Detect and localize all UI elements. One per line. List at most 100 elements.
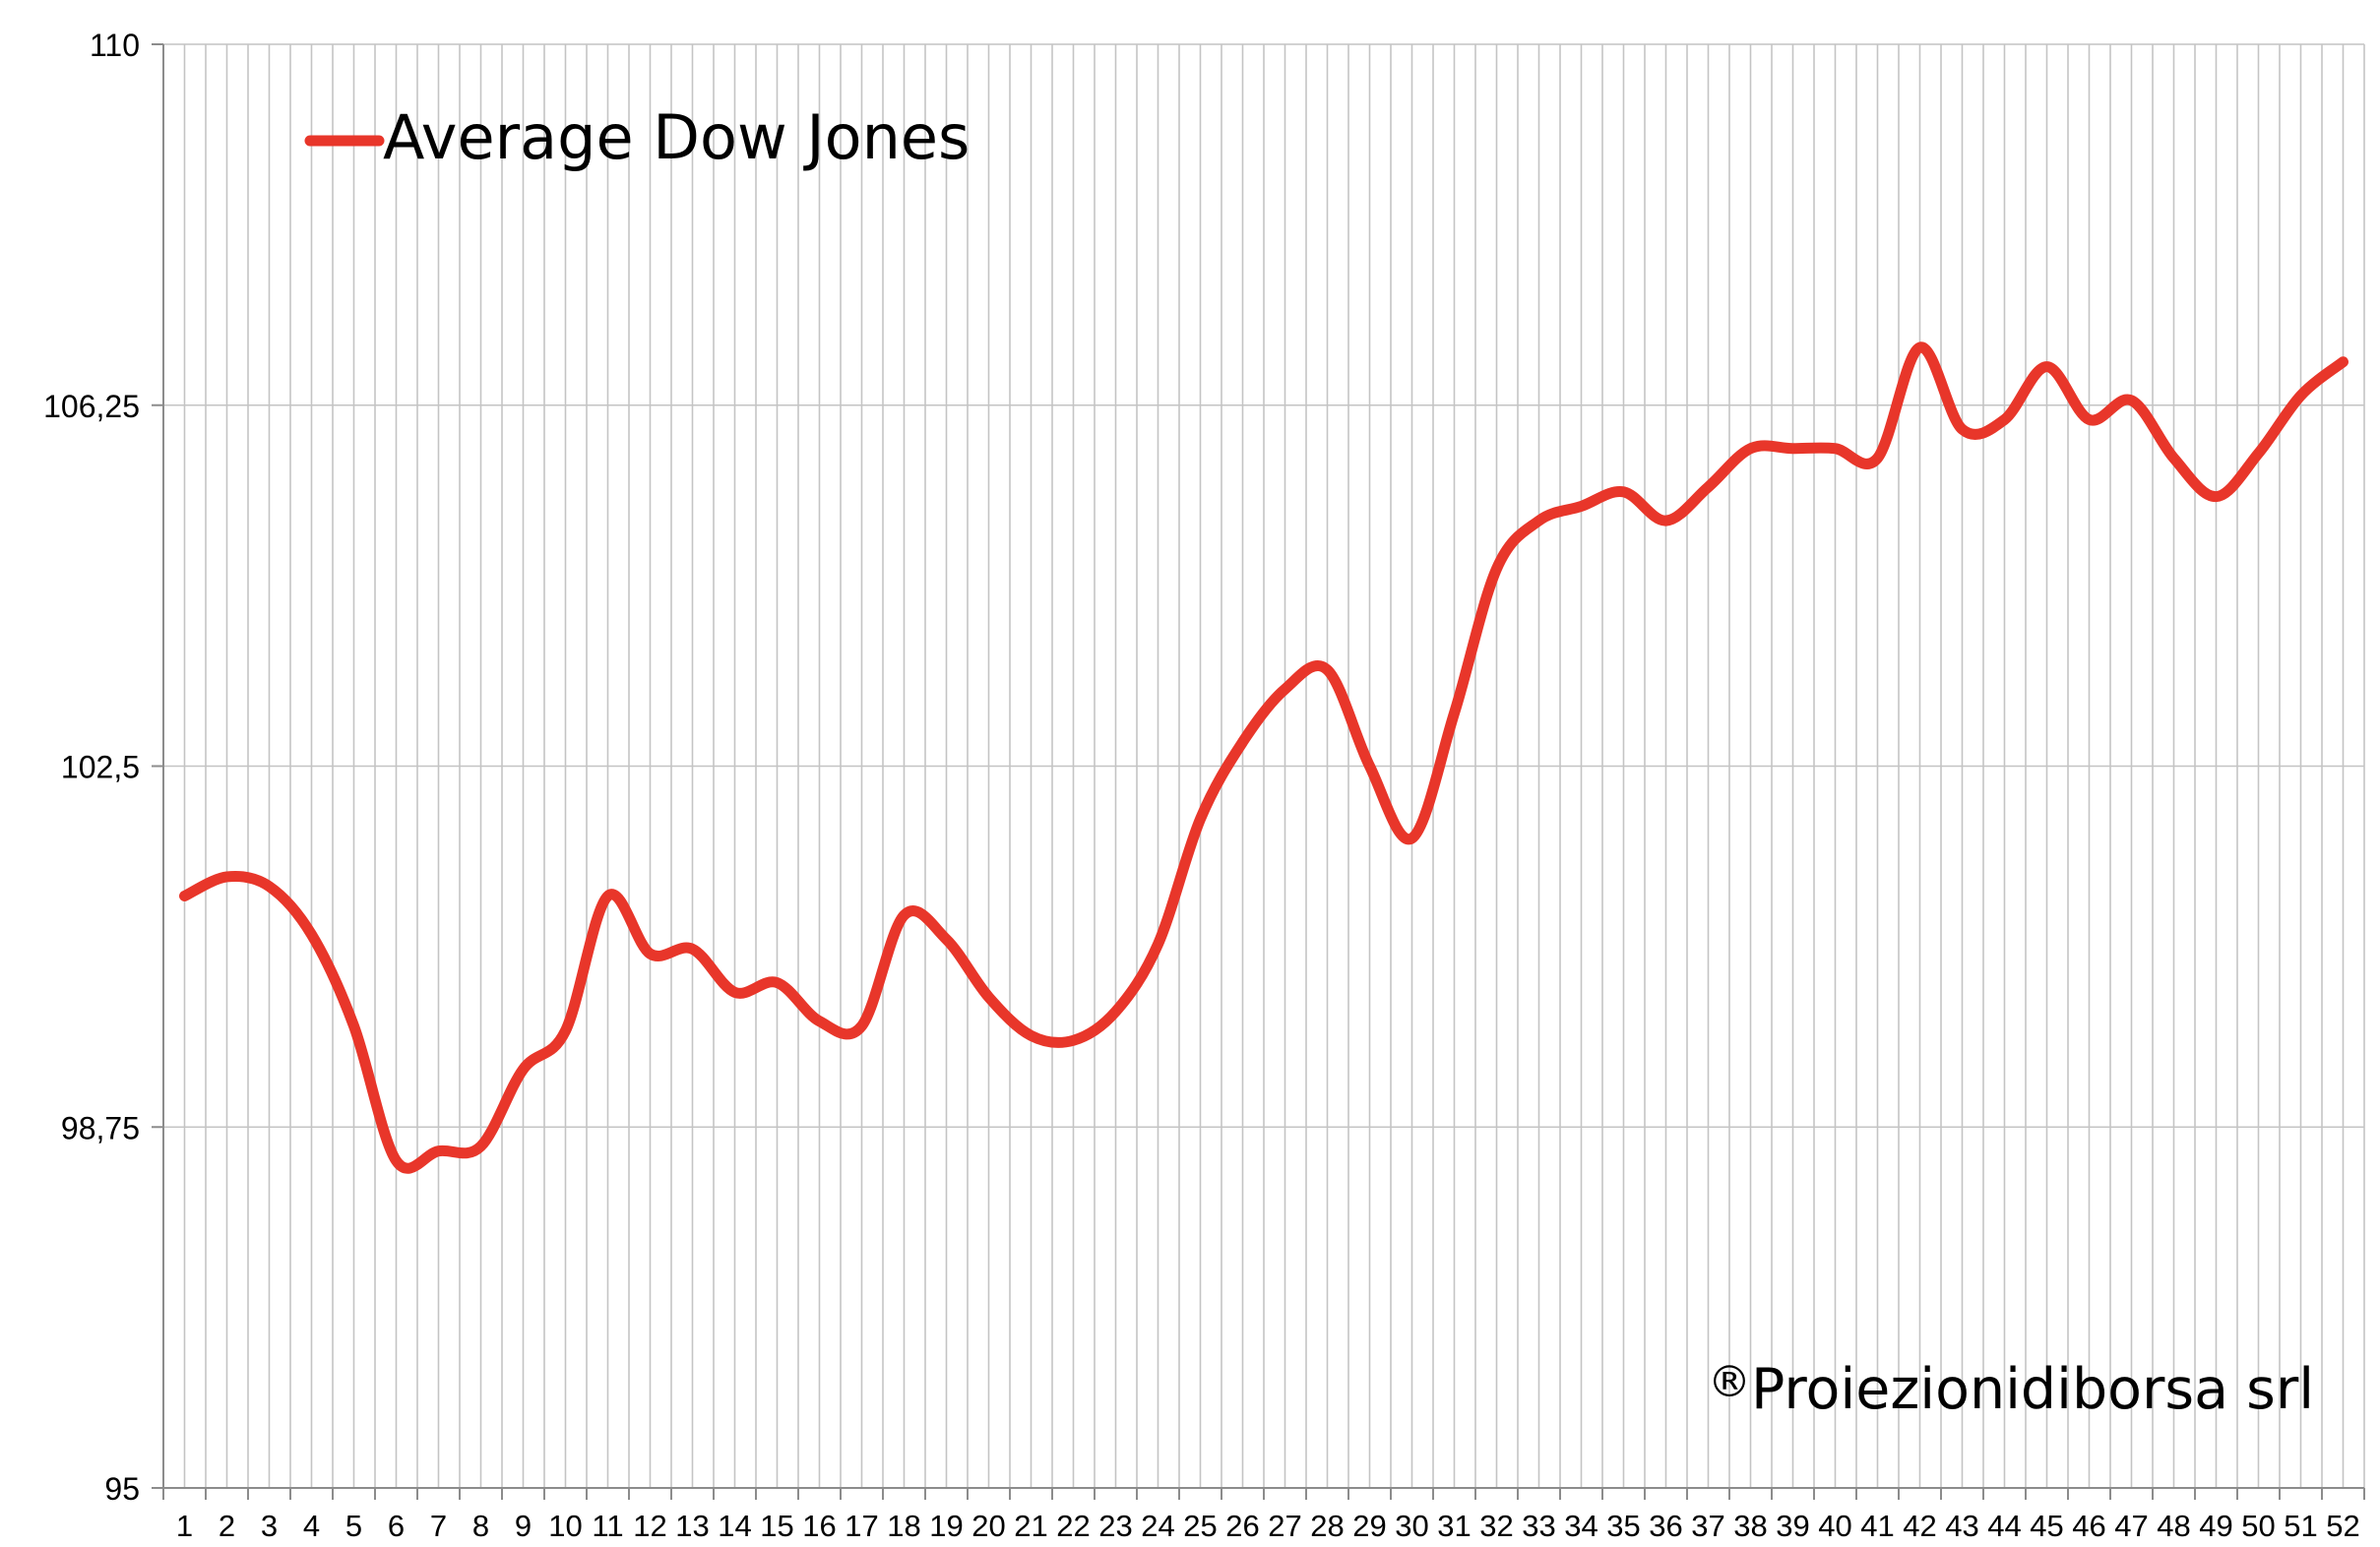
data-point — [2170, 455, 2178, 463]
data-point — [1916, 343, 1924, 351]
x-tick-label: 34 — [1564, 1509, 1597, 1543]
data-point — [1239, 738, 1247, 746]
x-tick-label: 52 — [2326, 1509, 2359, 1543]
data-point — [689, 945, 697, 953]
data-point — [1832, 445, 1840, 453]
x-tick-label: 21 — [1014, 1509, 1047, 1543]
data-point — [2001, 415, 2009, 423]
data-point — [2297, 392, 2305, 400]
data-point — [1366, 763, 1374, 771]
x-tick-label: 30 — [1395, 1509, 1428, 1543]
x-tick-label: 46 — [2072, 1509, 2105, 1543]
data-point — [1409, 835, 1416, 842]
x-tick-label: 45 — [2030, 1509, 2063, 1543]
x-tick-label: 15 — [760, 1509, 793, 1543]
data-point — [816, 1018, 824, 1025]
data-point — [647, 950, 655, 958]
x-tick-label: 20 — [971, 1509, 1005, 1543]
data-point — [1620, 488, 1628, 496]
y-tick-label: 106,25 — [43, 389, 140, 424]
x-tick-label: 33 — [1522, 1509, 1555, 1543]
registered-symbol: ® — [1708, 1357, 1751, 1407]
data-point — [181, 893, 189, 900]
data-point — [1789, 445, 1797, 453]
watermark: ®Proiezionidiborsa srl — [1708, 1357, 2314, 1422]
data-point — [2255, 450, 2263, 458]
data-point — [435, 1147, 443, 1155]
x-tick-label: 19 — [929, 1509, 963, 1543]
x-tick-label: 23 — [1098, 1509, 1132, 1543]
data-point — [223, 873, 231, 881]
data-point — [520, 1066, 528, 1074]
data-point — [604, 893, 612, 900]
x-tick-label: 9 — [515, 1509, 532, 1543]
x-tick-label: 50 — [2241, 1509, 2275, 1543]
x-tick-label: 13 — [675, 1509, 709, 1543]
legend-label: Average Dow Jones — [383, 101, 970, 173]
x-tick-label: 1 — [176, 1509, 193, 1543]
data-point — [1197, 815, 1205, 823]
data-point — [1155, 940, 1162, 948]
data-point — [1493, 565, 1501, 573]
axes — [152, 43, 2365, 1500]
x-tick-label: 31 — [1437, 1509, 1471, 1543]
x-tick-label: 42 — [1903, 1509, 1936, 1543]
series-line — [179, 341, 2349, 1174]
data-point — [1451, 710, 1459, 717]
x-tick-label: 29 — [1352, 1509, 1386, 1543]
x-tick-label: 48 — [2157, 1509, 2190, 1543]
watermark-text: Proiezionidiborsa srl — [1751, 1357, 2314, 1422]
data-point — [774, 979, 782, 987]
data-point — [1578, 502, 1586, 510]
x-tick-label: 28 — [1310, 1509, 1344, 1543]
x-tick-label: 25 — [1183, 1509, 1217, 1543]
data-point — [2213, 493, 2221, 501]
data-point — [1282, 685, 1289, 693]
data-point — [1705, 483, 1713, 491]
x-tick-label: 16 — [802, 1509, 836, 1543]
data-point — [266, 883, 274, 891]
data-point — [858, 1022, 866, 1030]
data-point — [477, 1143, 485, 1150]
x-tick-label: 3 — [261, 1509, 278, 1543]
x-tick-label: 24 — [1141, 1509, 1174, 1543]
data-point — [562, 1026, 570, 1034]
x-tick-label: 40 — [1818, 1509, 1851, 1543]
x-tick-label: 39 — [1776, 1509, 1809, 1543]
x-tick-label: 17 — [845, 1509, 878, 1543]
x-tick-label: 22 — [1056, 1509, 1090, 1543]
data-point — [985, 993, 993, 1001]
x-tick-label: 32 — [1479, 1509, 1513, 1543]
x-tick-label: 44 — [1987, 1509, 2021, 1543]
x-tick-label: 35 — [1606, 1509, 1640, 1543]
x-tick-label: 11 — [592, 1509, 623, 1543]
data-point — [350, 1022, 358, 1030]
x-tick-label: 51 — [2284, 1509, 2317, 1543]
data-point — [731, 988, 739, 996]
x-tick-label: 10 — [548, 1509, 582, 1543]
horizontal-gridlines — [163, 43, 2364, 1129]
x-tick-label: 4 — [303, 1509, 320, 1543]
data-point — [308, 931, 316, 939]
data-point — [1535, 517, 1543, 525]
y-tick-label: 110 — [90, 28, 140, 63]
data-point — [901, 911, 908, 919]
data-point — [2043, 363, 2051, 371]
x-tick-label: 5 — [345, 1509, 362, 1543]
x-tick-label: 41 — [1860, 1509, 1894, 1543]
data-point — [1874, 455, 1882, 463]
x-tick-label: 27 — [1268, 1509, 1301, 1543]
x-tick-label: 8 — [472, 1509, 489, 1543]
x-tick-label: 49 — [2199, 1509, 2232, 1543]
data-point — [1324, 666, 1332, 674]
x-tick-label: 2 — [219, 1509, 235, 1543]
x-tick-label: 14 — [718, 1509, 751, 1543]
x-tick-label: 6 — [388, 1509, 405, 1543]
data-point — [2340, 358, 2348, 366]
data-point — [2128, 397, 2136, 404]
x-tick-label: 37 — [1691, 1509, 1724, 1543]
x-tick-label: 12 — [633, 1509, 666, 1543]
x-tick-label: 47 — [2114, 1509, 2148, 1543]
x-tick-label: 26 — [1225, 1509, 1259, 1543]
